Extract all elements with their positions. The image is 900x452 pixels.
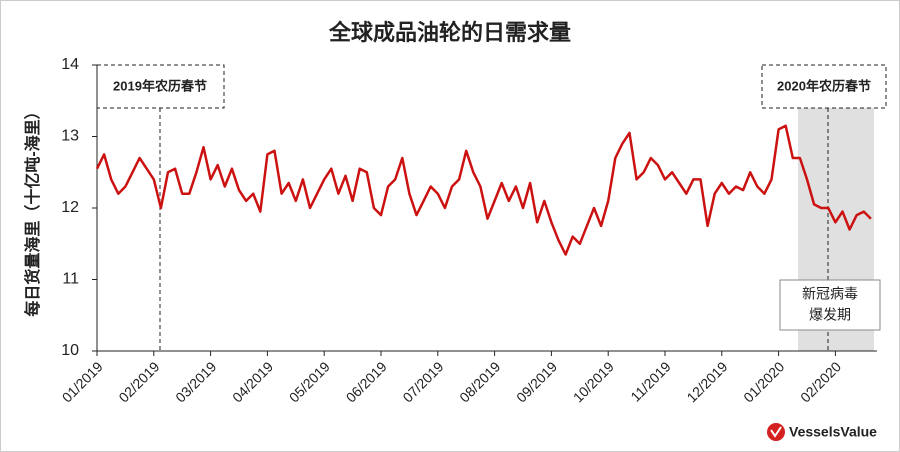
y-tick-label: 13 bbox=[61, 128, 79, 145]
y-tick-label: 14 bbox=[61, 56, 79, 73]
logo-icon bbox=[767, 423, 785, 441]
y-axis-label: 每日货量海里（十亿吨-海里） bbox=[23, 103, 42, 316]
annotation-text: 2020年农历春节 bbox=[777, 78, 871, 93]
outbreak-text: 新冠病毒 bbox=[802, 286, 858, 302]
data-line bbox=[95, 124, 872, 256]
annotation-box bbox=[96, 64, 225, 109]
y-tick-label: 12 bbox=[61, 199, 79, 216]
annotation-text: 2019年农历春节 bbox=[113, 78, 207, 93]
chart-title: 全球成品油轮的日需求量 bbox=[328, 20, 571, 45]
outbreak-box bbox=[779, 279, 881, 331]
annotation-box bbox=[761, 64, 887, 109]
y-tick-label: 10 bbox=[61, 342, 79, 359]
logo-check bbox=[770, 426, 782, 438]
outbreak-text: 爆发期 bbox=[809, 307, 851, 323]
logo-text: VesselsValue bbox=[789, 424, 877, 440]
y-tick-label: 11 bbox=[62, 271, 79, 288]
